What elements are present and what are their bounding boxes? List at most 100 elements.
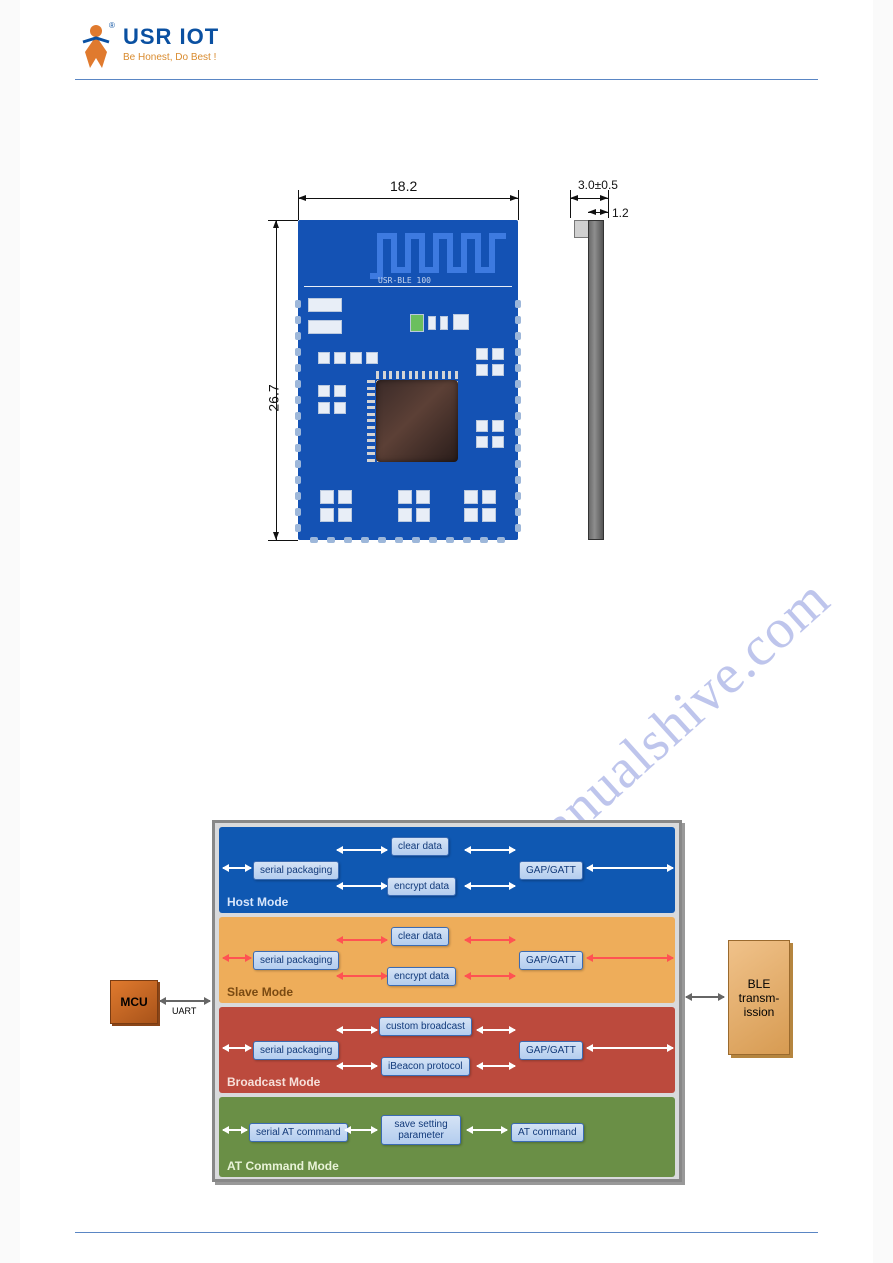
smd <box>398 490 412 504</box>
dim-tick <box>518 190 519 220</box>
pcb-silk-text: USR-BLE 100 <box>378 276 431 285</box>
dim-tick <box>268 540 298 541</box>
smd <box>476 364 488 376</box>
uart-label: UART <box>172 1006 196 1016</box>
smd <box>410 314 424 332</box>
node-gap-gatt: GAP/GATT <box>519 861 583 880</box>
arrow-icon <box>686 996 724 998</box>
smd <box>338 508 352 522</box>
arrow-icon <box>223 867 251 869</box>
smd <box>308 298 342 312</box>
ble-label: BLE transm-ission <box>733 977 785 1019</box>
node-gap-gatt: GAP/GATT <box>519 951 583 970</box>
arrow-icon <box>465 939 515 941</box>
arrow-icon <box>223 957 251 959</box>
smd <box>492 348 504 360</box>
smd <box>318 352 330 364</box>
dim-arrow <box>276 220 277 540</box>
smd <box>482 508 496 522</box>
dim-arrow <box>570 198 608 199</box>
page-header: ® USR IOT Be Honest, Do Best ! <box>75 22 818 80</box>
brand-tagline: Be Honest, Do Best ! <box>123 52 219 63</box>
arrow-icon <box>587 867 673 869</box>
smd <box>464 490 478 504</box>
smd <box>334 352 346 364</box>
smd <box>318 385 330 397</box>
brand-name: USR IOT <box>123 24 219 50</box>
arrow-icon <box>223 1129 247 1131</box>
smd <box>338 490 352 504</box>
pcb-side-view <box>588 220 604 540</box>
node-serial-at: serial AT command <box>249 1123 348 1142</box>
arrow-icon <box>337 939 387 941</box>
arrow-icon <box>345 1129 377 1131</box>
node-serial-pack: serial packaging <box>253 951 339 970</box>
node-custom-broadcast: custom broadcast <box>379 1017 472 1036</box>
node-save-param: save setting parameter <box>381 1115 461 1145</box>
pcb-antenna-icon <box>368 230 508 280</box>
arrow-icon <box>477 1065 515 1067</box>
arrow-icon <box>337 849 387 851</box>
arrow-icon <box>467 1129 507 1131</box>
dim-thickness: 3.0±0.5 <box>578 178 618 192</box>
node-serial-pack: serial packaging <box>253 861 339 880</box>
page: ® USR IOT Be Honest, Do Best ! manualshi… <box>20 0 873 1263</box>
node-gap-gatt: GAP/GATT <box>519 1041 583 1060</box>
smd <box>350 352 362 364</box>
dim-pcb-thickness: 1.2 <box>612 206 629 220</box>
mode-diagram: MCU UART serial packaging clear data enc… <box>110 810 800 1190</box>
dim-arrow <box>298 198 518 199</box>
arrow-icon <box>337 885 387 887</box>
footer-rule <box>75 1232 818 1233</box>
dim-tick <box>608 190 609 218</box>
node-clear-data: clear data <box>391 927 449 946</box>
arrow-icon <box>465 885 515 887</box>
arrow-icon <box>337 1065 377 1067</box>
silk-line <box>304 286 512 287</box>
smd <box>334 385 346 397</box>
arrow-icon <box>587 1047 673 1049</box>
node-at-command: AT command <box>511 1123 584 1142</box>
node-ibeacon: iBeacon protocol <box>381 1057 470 1076</box>
mode-row-slave: serial packaging clear data encrypt data… <box>219 917 675 1003</box>
arrow-icon <box>337 975 387 977</box>
smd <box>476 348 488 360</box>
arrow-icon <box>477 1029 515 1031</box>
mode-row-host: serial packaging clear data encrypt data… <box>219 827 675 913</box>
svg-text:®: ® <box>109 22 115 30</box>
smd <box>492 364 504 376</box>
smd <box>398 508 412 522</box>
smd <box>320 490 334 504</box>
smd <box>440 316 448 330</box>
smd <box>464 508 478 522</box>
smd <box>492 436 504 448</box>
smd <box>453 314 469 330</box>
arrow-icon <box>465 849 515 851</box>
mode-title: Broadcast Mode <box>227 1075 320 1089</box>
arrow-icon <box>223 1047 251 1049</box>
smd <box>476 436 488 448</box>
arrow-icon <box>160 1000 210 1002</box>
node-encrypt-data: encrypt data <box>387 967 456 986</box>
arrow-icon <box>337 1029 377 1031</box>
smd <box>482 490 496 504</box>
pcb-figure: 18.2 26.7 /*generated below by CSS repea… <box>268 190 638 570</box>
mcu-block: MCU <box>110 980 158 1024</box>
smd <box>428 316 436 330</box>
dim-width: 18.2 <box>390 178 417 194</box>
node-encrypt-data: encrypt data <box>387 877 456 896</box>
logo-text: USR IOT Be Honest, Do Best ! <box>123 24 219 63</box>
mode-title: Slave Mode <box>227 985 293 999</box>
mode-row-at: serial AT command save setting parameter… <box>219 1097 675 1177</box>
mcu-label: MCU <box>120 995 147 1009</box>
usr-logo-icon: ® <box>75 22 117 70</box>
node-serial-pack: serial packaging <box>253 1041 339 1060</box>
arrow-icon <box>465 975 515 977</box>
mode-stack: serial packaging clear data encrypt data… <box>212 820 682 1182</box>
pcb-board-top: /*generated below by CSS repeats*/ USR-B… <box>298 220 518 540</box>
node-clear-data: clear data <box>391 837 449 856</box>
dim-height: 26.7 <box>266 384 282 411</box>
smd <box>476 420 488 432</box>
smd <box>416 508 430 522</box>
smd <box>308 320 342 334</box>
